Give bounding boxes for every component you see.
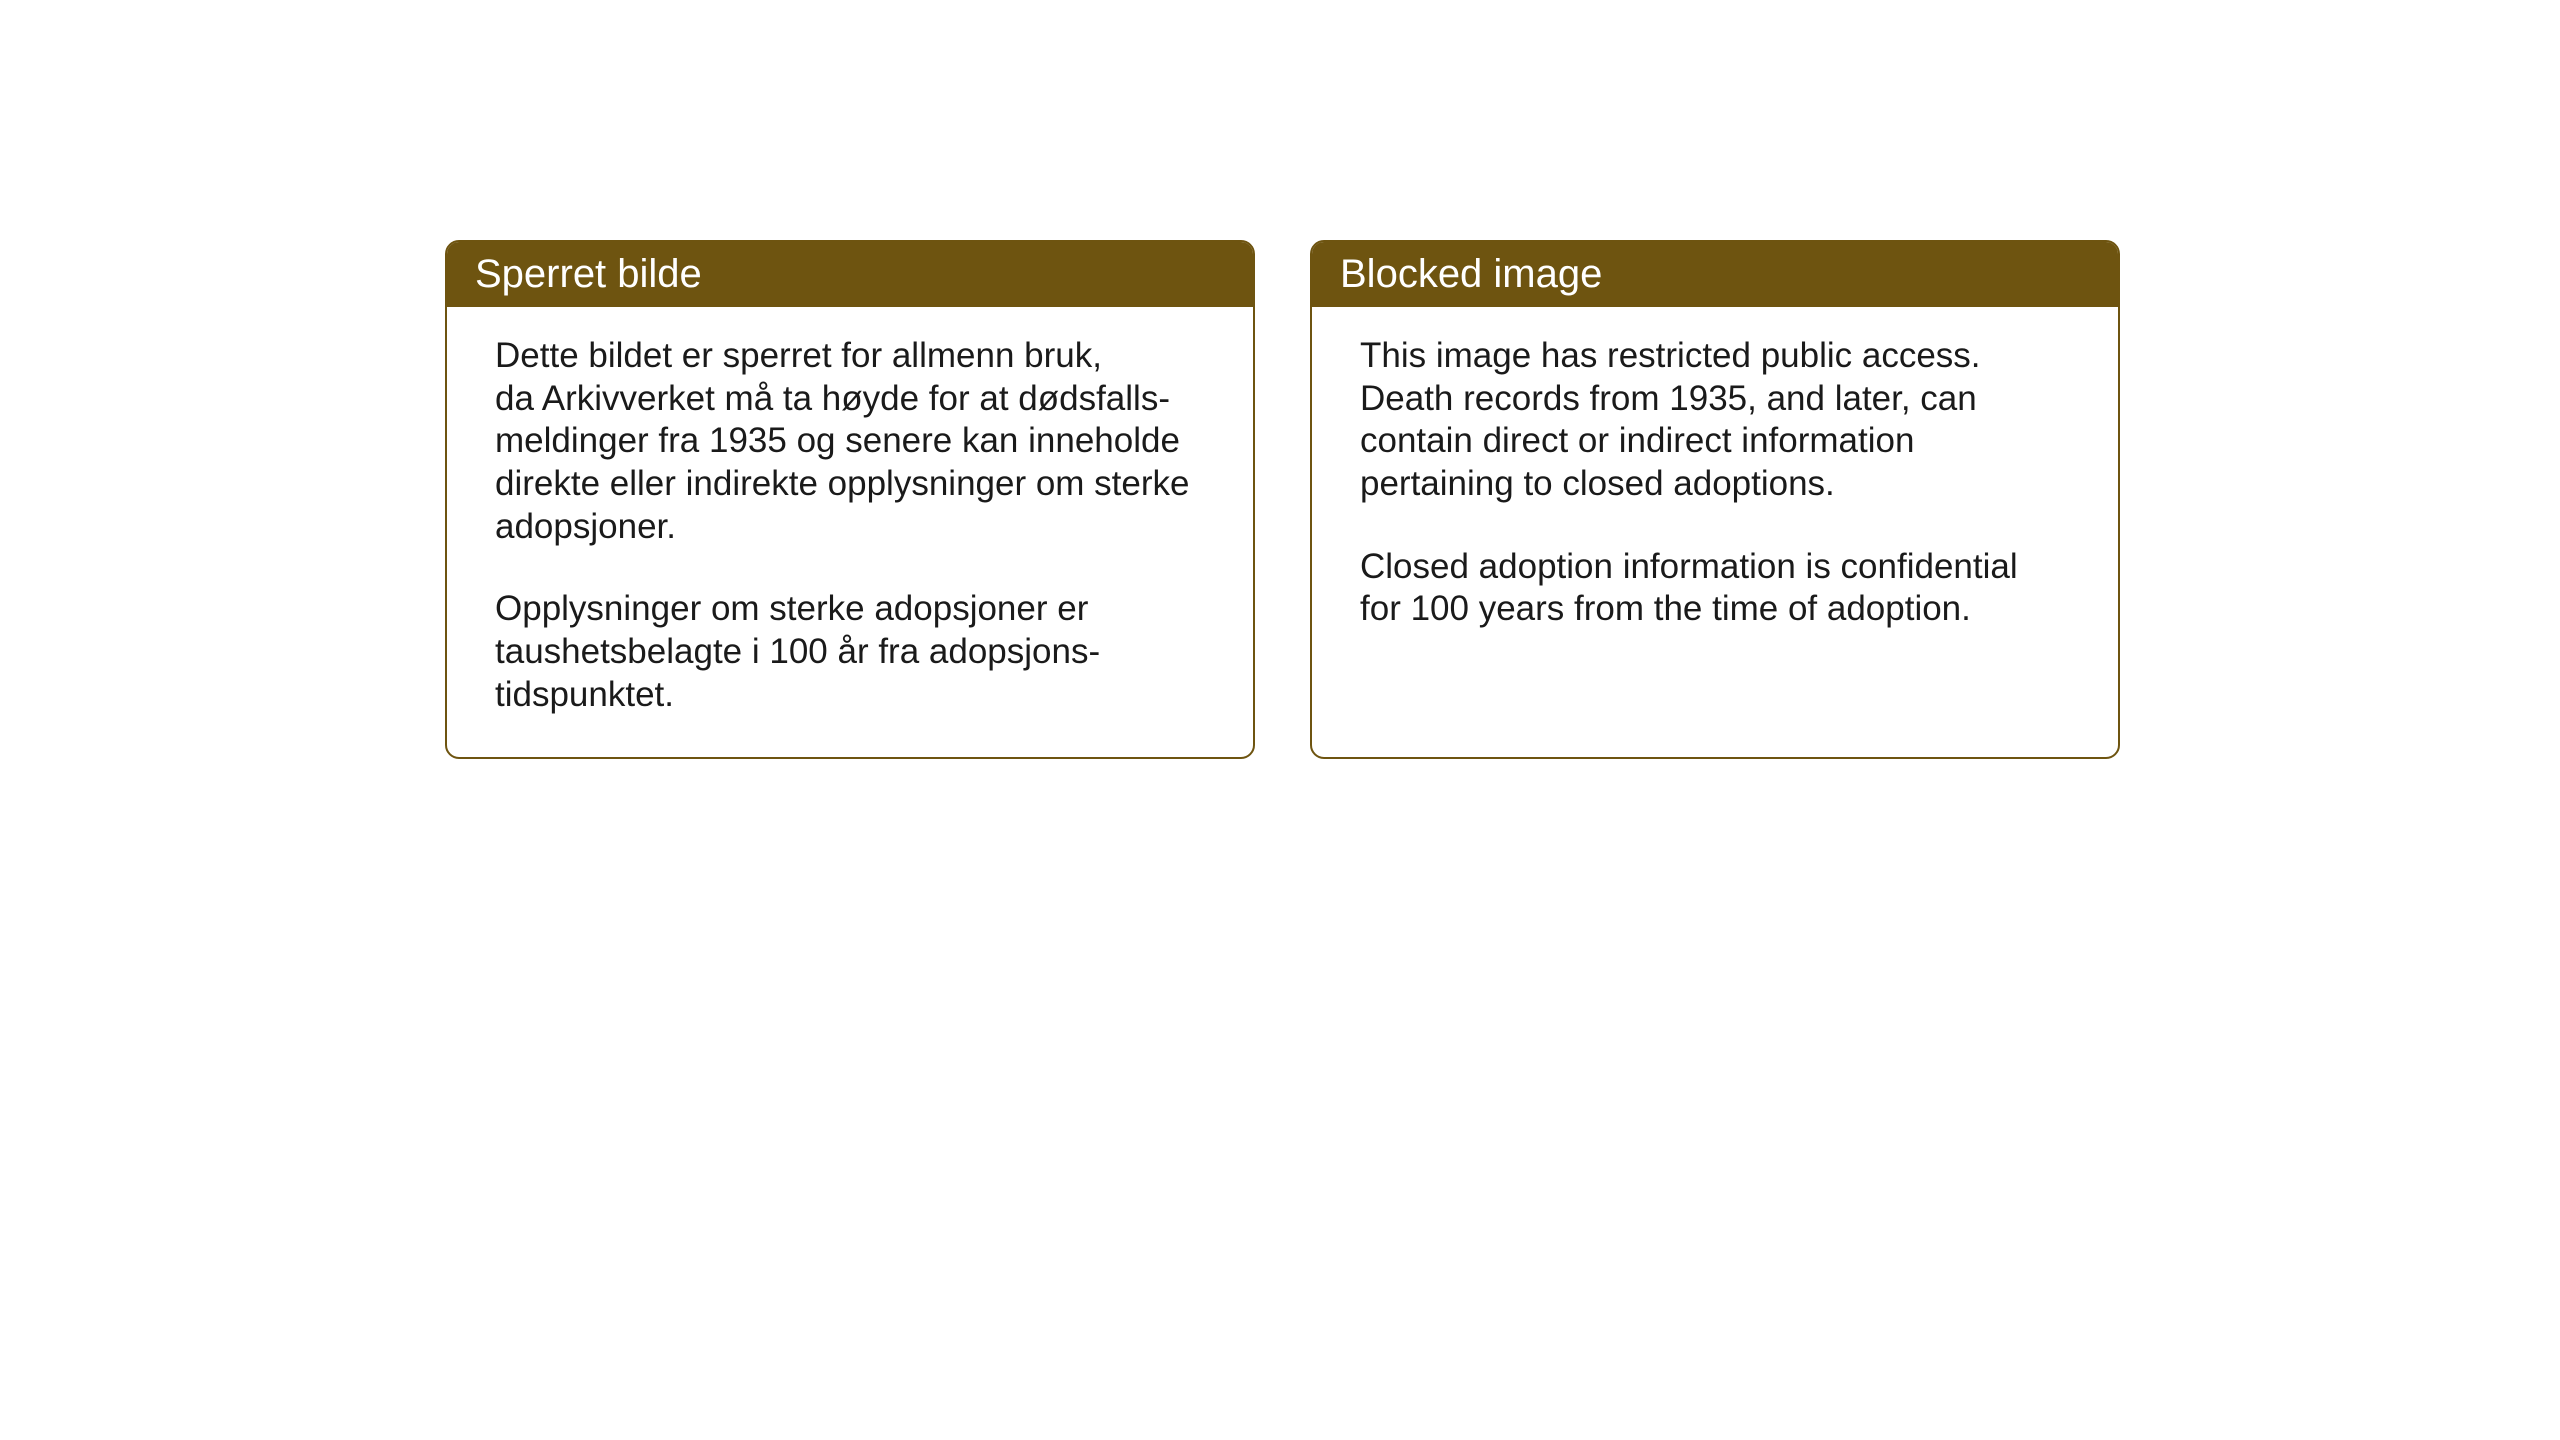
card-body-norwegian: Dette bildet er sperret for allmenn bruk… (447, 307, 1253, 757)
card-title: Sperret bilde (475, 252, 702, 296)
card-header-english: Blocked image (1312, 242, 2118, 307)
notice-cards-container: Sperret bilde Dette bildet er sperret fo… (445, 240, 2120, 759)
card-paragraph: Opplysninger om sterke adopsjoner er tau… (495, 588, 1205, 716)
card-paragraph: This image has restricted public access.… (1360, 335, 2070, 506)
card-paragraph: Dette bildet er sperret for allmenn bruk… (495, 335, 1205, 548)
card-body-english: This image has restricted public access.… (1312, 307, 2118, 671)
card-header-norwegian: Sperret bilde (447, 242, 1253, 307)
card-title: Blocked image (1340, 252, 1602, 296)
notice-card-english: Blocked image This image has restricted … (1310, 240, 2120, 759)
card-paragraph: Closed adoption information is confident… (1360, 546, 2070, 631)
notice-card-norwegian: Sperret bilde Dette bildet er sperret fo… (445, 240, 1255, 759)
